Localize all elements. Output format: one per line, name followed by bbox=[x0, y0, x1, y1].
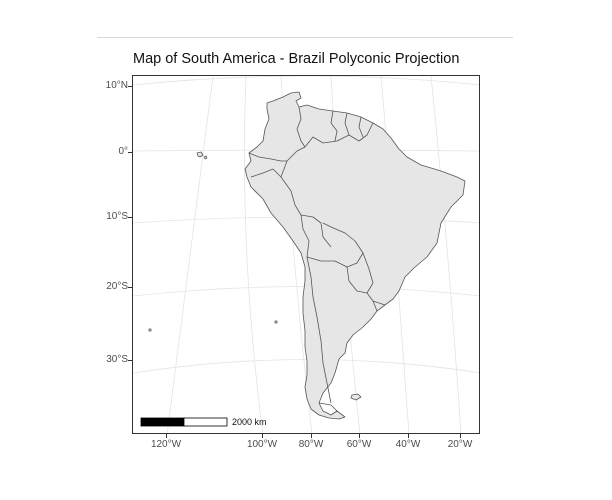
meridian-line bbox=[244, 76, 264, 433]
y-tick-label: 10°S bbox=[106, 211, 128, 222]
map-canvas bbox=[133, 76, 479, 433]
border-line bbox=[280, 122, 374, 178]
scale-bar-black-segment bbox=[140, 417, 185, 427]
falkland-islands bbox=[350, 393, 362, 401]
top-divider bbox=[97, 37, 513, 38]
x-tick-mark bbox=[359, 434, 360, 438]
x-tick-mark bbox=[460, 434, 461, 438]
x-tick-label: 60°W bbox=[346, 439, 372, 450]
y-tick-mark bbox=[128, 217, 132, 218]
country-borders bbox=[248, 106, 386, 412]
border-line bbox=[306, 256, 332, 404]
border-line bbox=[372, 300, 378, 312]
x-tick-mark bbox=[408, 434, 409, 438]
scale-bar-white-segment bbox=[183, 417, 228, 427]
parallel-line bbox=[133, 359, 479, 374]
x-tick-label: 20°W bbox=[447, 439, 473, 450]
galapagos-island bbox=[203, 155, 208, 160]
y-tick-label: 20°S bbox=[106, 281, 128, 292]
x-tick-mark bbox=[311, 434, 312, 438]
border-line bbox=[330, 110, 338, 142]
y-tick-mark bbox=[128, 360, 132, 361]
border-line bbox=[248, 152, 287, 162]
border-line bbox=[296, 106, 306, 148]
scale-bar-label: 2000 km bbox=[232, 417, 267, 427]
galapagos-island bbox=[196, 151, 204, 158]
y-tick-mark bbox=[128, 152, 132, 153]
y-tick-label: 30°S bbox=[106, 354, 128, 365]
meridian-line bbox=[166, 76, 214, 433]
x-tick-mark bbox=[262, 434, 263, 438]
border-line bbox=[358, 116, 364, 138]
map-title: Map of South America - Brazil Polyconic … bbox=[133, 51, 460, 67]
scale-bar bbox=[140, 417, 228, 427]
parallel-line bbox=[133, 76, 479, 86]
border-line bbox=[318, 402, 338, 412]
border-line bbox=[344, 112, 350, 136]
continent-outline bbox=[244, 91, 466, 420]
x-tick-label: 80°W bbox=[298, 439, 324, 450]
meridian-line bbox=[430, 76, 462, 433]
y-tick-mark bbox=[128, 86, 132, 87]
island bbox=[274, 320, 278, 324]
border-line bbox=[250, 168, 282, 178]
y-tick-label: 10°N bbox=[105, 80, 128, 91]
island bbox=[148, 328, 152, 332]
x-tick-mark bbox=[166, 434, 167, 438]
y-tick-label: 0° bbox=[118, 146, 128, 157]
map-panel: 2000 km bbox=[132, 75, 480, 434]
land bbox=[148, 91, 466, 420]
border-line bbox=[280, 176, 332, 248]
x-tick-label: 120°W bbox=[150, 439, 182, 450]
x-tick-label: 40°W bbox=[395, 439, 421, 450]
y-tick-mark bbox=[128, 287, 132, 288]
x-tick-label: 100°W bbox=[246, 439, 278, 450]
